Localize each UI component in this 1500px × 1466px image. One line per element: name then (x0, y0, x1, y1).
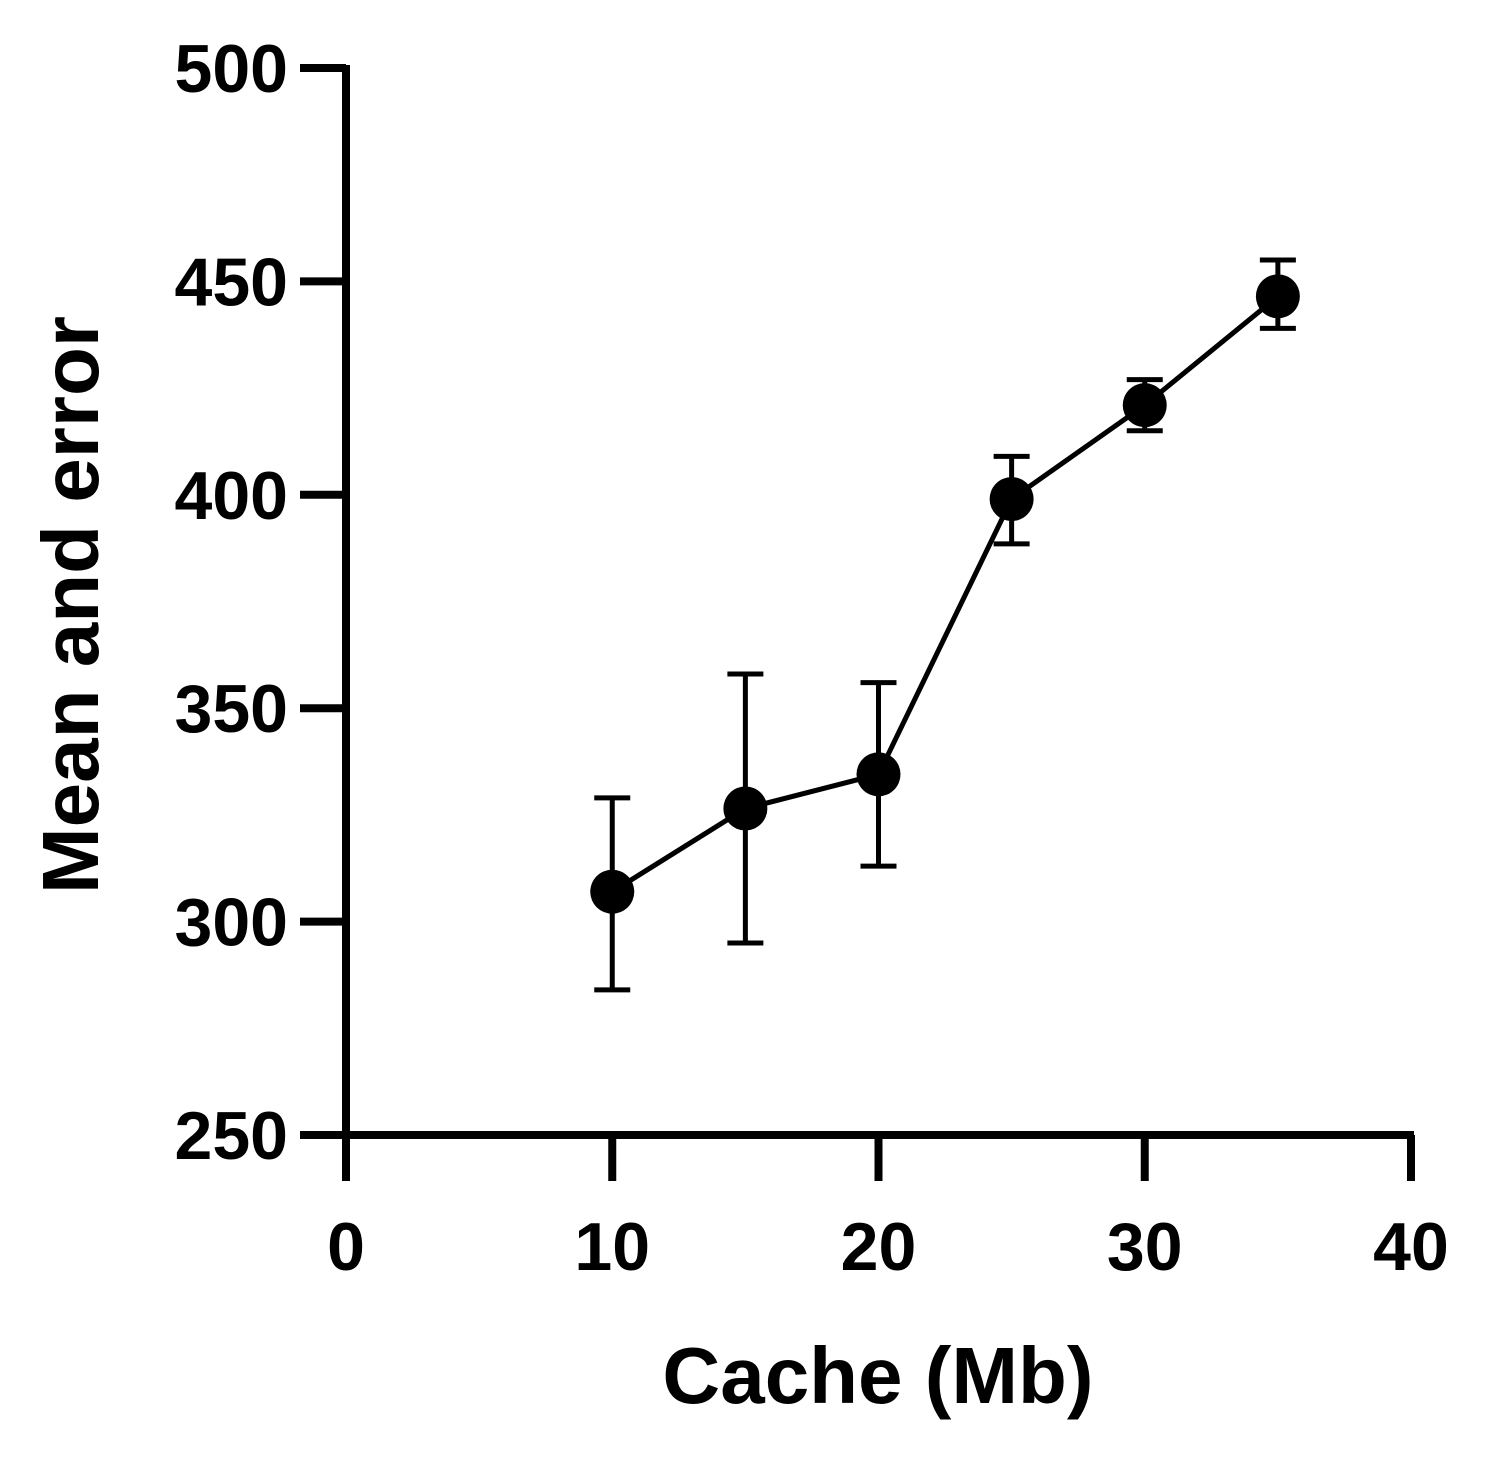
x-tick-label: 30 (1107, 1209, 1183, 1285)
x-tick-label: 40 (1373, 1209, 1449, 1285)
data-point (989, 477, 1034, 522)
x-axis: 0 10 20 30 40 (300, 1131, 1449, 1285)
y-tick-label: 350 (175, 671, 288, 747)
y-tick-label: 500 (175, 31, 288, 107)
data-point (1122, 383, 1167, 428)
x-tick-label: 0 (327, 1209, 365, 1285)
x-axis-title: Cache (Mb) (662, 1331, 1093, 1420)
y-tick-label: 400 (175, 458, 288, 534)
data-point (723, 786, 768, 831)
data-point (1255, 274, 1300, 319)
y-axis-title: Mean and error (26, 316, 115, 894)
y-tick-label: 450 (175, 244, 288, 320)
series-line (610, 294, 1280, 894)
y-tick-label: 250 (175, 1098, 288, 1174)
data-point (590, 869, 635, 914)
y-tick-label: 300 (175, 885, 288, 961)
series-layer (590, 257, 1300, 993)
data-point (856, 752, 901, 797)
x-tick-label: 20 (841, 1209, 917, 1285)
y-axis: 250 300 350 400 450 500 (175, 31, 350, 1174)
x-tick-label: 10 (574, 1209, 650, 1285)
